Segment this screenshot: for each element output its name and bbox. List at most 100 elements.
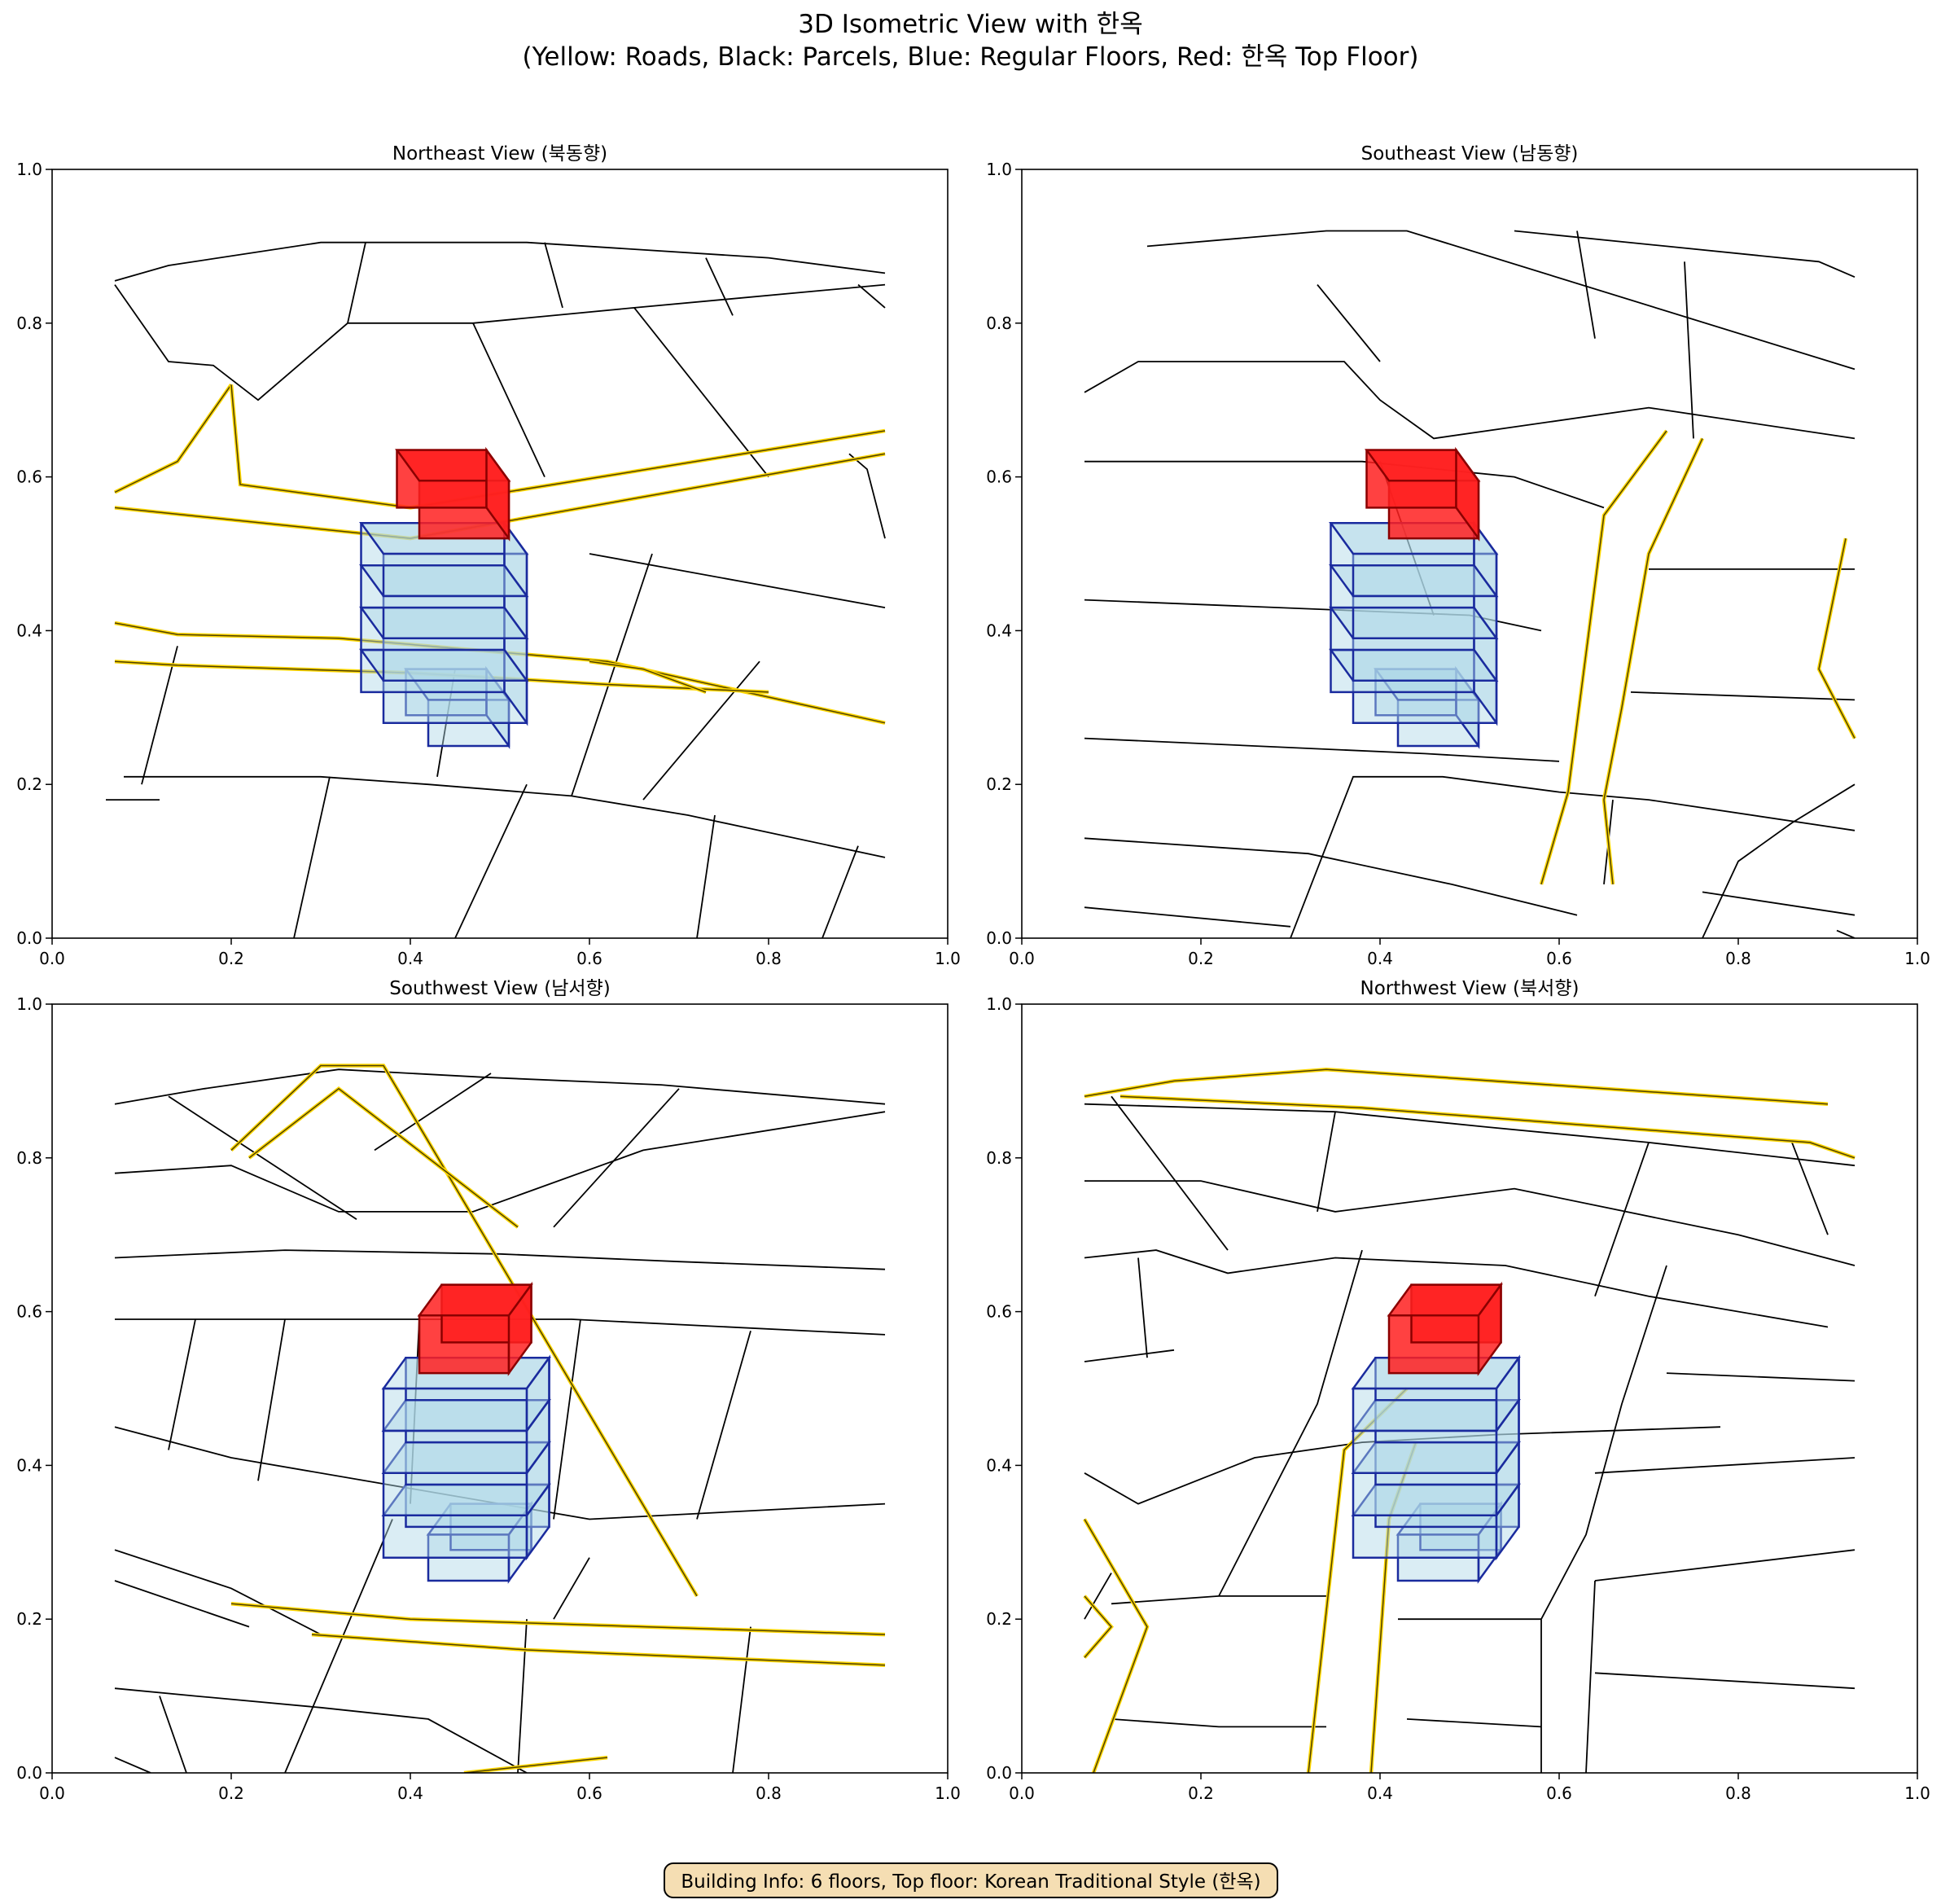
building-annex xyxy=(485,665,510,749)
axes-frame xyxy=(51,169,949,939)
parcel-line xyxy=(1594,1142,1650,1296)
parcel-line xyxy=(1702,891,1856,916)
parcel-line xyxy=(857,283,886,309)
x-tick-label: 0.2 xyxy=(218,1783,244,1803)
parcel-line xyxy=(1317,1112,1336,1213)
hanok-top-floor xyxy=(507,1281,532,1376)
parcel-line xyxy=(114,1111,886,1213)
building-annex xyxy=(1477,1500,1502,1584)
road-edge-line xyxy=(463,1757,608,1773)
y-tick-label: 0.2 xyxy=(986,774,1012,794)
figure-title-line1: 3D Isometric View with 한옥 xyxy=(798,10,1143,39)
parcel-line xyxy=(1540,1265,1667,1620)
panel-title: Southwest View (남서향) xyxy=(389,978,610,999)
road-edge-line xyxy=(114,384,232,494)
road-edge-line xyxy=(1084,1595,1112,1658)
parcel-line xyxy=(571,553,653,796)
parcel-line xyxy=(114,283,886,401)
parcel-line xyxy=(284,1519,393,1773)
parcel-line xyxy=(848,453,886,539)
parcel-line xyxy=(1084,361,1856,440)
parcel-line xyxy=(141,646,178,785)
y-tick-label: 0.2 xyxy=(16,774,42,794)
parcel-line xyxy=(1146,230,1856,371)
y-tick-label: 0.4 xyxy=(16,621,42,640)
road-line xyxy=(1083,1595,1114,1659)
parcel-line xyxy=(472,322,545,477)
parcel-line xyxy=(1576,230,1596,339)
parcel-line xyxy=(257,1318,286,1481)
panel-title: Southeast View (남동향) xyxy=(1361,143,1579,165)
y-tick-label: 0.0 xyxy=(16,1763,42,1783)
parcel-line xyxy=(1585,1580,1596,1773)
parcel-line xyxy=(544,242,563,309)
x-tick-label: 0.4 xyxy=(1367,1783,1393,1803)
x-tick-label: 0.0 xyxy=(39,949,65,968)
parcel-line xyxy=(114,1687,528,1773)
road-edge-line xyxy=(1603,438,1703,884)
road-edge-line xyxy=(230,384,886,509)
road-edge-line xyxy=(1084,1519,1148,1773)
parcel-line xyxy=(1218,1249,1363,1597)
parcel-line xyxy=(168,1095,357,1221)
axes-frame xyxy=(1021,1003,1918,1774)
x-tick-label: 0.8 xyxy=(756,1783,782,1803)
building xyxy=(1351,1281,1521,1584)
parcel-line xyxy=(1084,1573,1112,1620)
parcel-line xyxy=(1684,261,1694,439)
x-tick-label: 0.2 xyxy=(1188,1783,1214,1803)
parcel-line xyxy=(293,776,331,938)
hanok-top-floor xyxy=(1455,446,1480,542)
hanok-top-floor xyxy=(485,446,510,542)
y-tick-label: 0.6 xyxy=(16,1302,42,1322)
axes-frame xyxy=(51,1003,949,1774)
road-edge-line xyxy=(230,1603,886,1635)
road-edge-line xyxy=(114,622,886,724)
panel-title: Northwest View (북서향) xyxy=(1360,978,1580,999)
parcel-line xyxy=(1111,1718,1326,1728)
parcel-line xyxy=(553,1557,590,1620)
x-tick-label: 1.0 xyxy=(935,949,961,968)
parcel-line xyxy=(1702,783,1856,938)
parcel-line xyxy=(1084,737,1560,762)
building xyxy=(1329,446,1499,749)
road-line xyxy=(114,384,233,494)
y-tick-label: 0.6 xyxy=(986,467,1012,487)
parcel-line xyxy=(1137,1257,1148,1358)
parcel-line xyxy=(124,775,886,858)
y-tick-label: 0.8 xyxy=(16,314,42,333)
parcel-line xyxy=(114,1757,151,1773)
x-tick-label: 0.6 xyxy=(1546,1783,1572,1803)
x-tick-label: 0.0 xyxy=(39,1783,65,1803)
parcel-line xyxy=(1836,929,1856,938)
y-tick-label: 0.6 xyxy=(16,467,42,487)
x-tick-label: 0.8 xyxy=(1725,949,1751,968)
parcel-line xyxy=(705,257,734,316)
parcel-line xyxy=(454,783,528,938)
parcel-line xyxy=(114,241,886,282)
parcel-line xyxy=(1084,599,1542,632)
y-tick-label: 0.2 xyxy=(986,1609,1012,1629)
y-tick-label: 1.0 xyxy=(986,994,1012,1014)
parcel-line xyxy=(114,1068,886,1105)
panel-northeast: 0.00.0 0.2 0.2 0.4 0.4 0.6 0.6 0.8 0.8 1.0 1.0 Nort… xyxy=(16,143,961,968)
parcel-line xyxy=(1111,1595,1326,1605)
parcel-line xyxy=(1630,691,1856,701)
panel-title: Northeast View (북동향) xyxy=(392,143,607,165)
figure-title-line2: (Yellow: Roads, Black: Parcels, Blue: Re… xyxy=(522,42,1419,72)
parcel-line xyxy=(642,660,760,801)
parcel-line xyxy=(1317,284,1381,362)
parcel-line xyxy=(1084,1349,1175,1362)
x-tick-label: 0.2 xyxy=(1188,949,1214,968)
parcel-line xyxy=(168,1318,196,1450)
parcel-line xyxy=(1111,1095,1229,1251)
x-tick-label: 0.4 xyxy=(397,949,423,968)
parcel-line xyxy=(1084,460,1605,509)
parcel-line xyxy=(553,1318,581,1520)
road-edge-line xyxy=(589,660,707,693)
road-edge-line xyxy=(1540,430,1667,885)
y-tick-label: 0.0 xyxy=(986,1763,1012,1783)
road-line xyxy=(230,1602,886,1637)
parcel-line xyxy=(114,1580,250,1628)
road-edge-line xyxy=(1308,1388,1408,1773)
